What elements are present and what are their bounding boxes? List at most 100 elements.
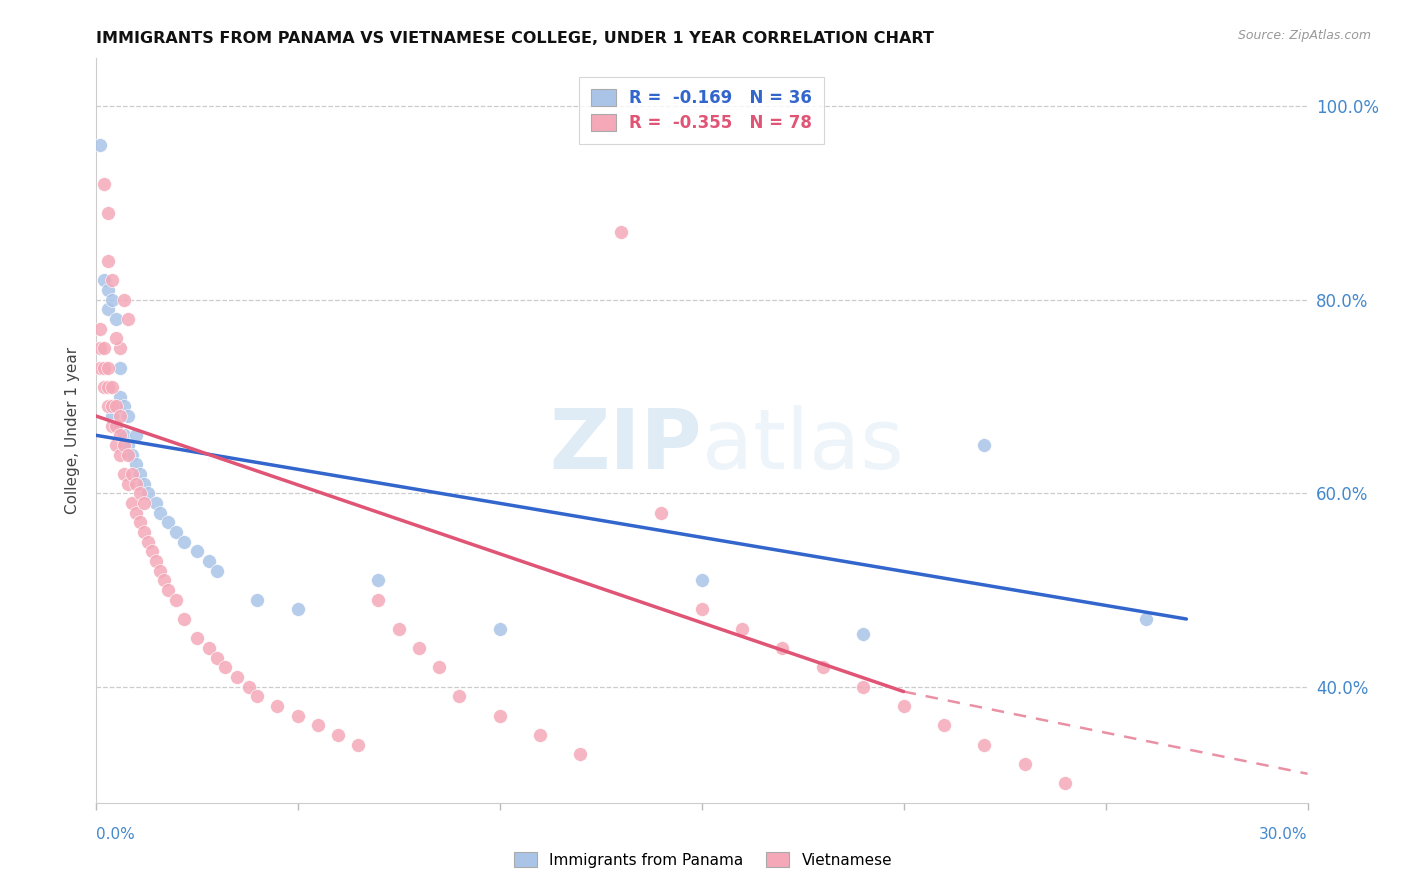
Point xyxy=(569,747,592,762)
Point xyxy=(165,592,187,607)
Point xyxy=(852,680,875,694)
Point xyxy=(132,476,155,491)
Point xyxy=(214,660,236,674)
Point xyxy=(893,699,915,714)
Point xyxy=(108,360,131,375)
Point xyxy=(117,476,139,491)
Point xyxy=(129,516,152,530)
Point xyxy=(367,574,389,588)
Point xyxy=(125,457,148,471)
Point xyxy=(145,554,167,568)
Point xyxy=(117,409,139,423)
Point xyxy=(186,632,208,646)
Point xyxy=(104,331,127,345)
Point xyxy=(129,486,152,500)
Point xyxy=(197,554,219,568)
Text: IMMIGRANTS FROM PANAMA VS VIETNAMESE COLLEGE, UNDER 1 YEAR CORRELATION CHART: IMMIGRANTS FROM PANAMA VS VIETNAMESE COL… xyxy=(96,31,934,46)
Point xyxy=(117,312,139,326)
Point xyxy=(347,738,370,752)
Point xyxy=(238,680,260,694)
Point xyxy=(690,602,713,616)
Point xyxy=(770,640,793,655)
Point xyxy=(141,544,163,558)
Point xyxy=(132,496,155,510)
Point xyxy=(129,467,152,481)
Legend: R =  -0.169   N = 36, R =  -0.355   N = 78: R = -0.169 N = 36, R = -0.355 N = 78 xyxy=(579,78,824,144)
Point xyxy=(117,448,139,462)
Point xyxy=(157,516,180,530)
Point xyxy=(97,254,120,268)
Text: Source: ZipAtlas.com: Source: ZipAtlas.com xyxy=(1237,29,1371,43)
Point xyxy=(205,564,228,578)
Point xyxy=(388,622,411,636)
Point xyxy=(89,322,111,336)
Point xyxy=(93,360,115,375)
Point xyxy=(973,738,995,752)
Point xyxy=(932,718,955,732)
Point xyxy=(408,640,430,655)
Legend: Immigrants from Panama, Vietnamese: Immigrants from Panama, Vietnamese xyxy=(508,846,898,873)
Point xyxy=(488,708,510,723)
Point xyxy=(100,399,122,413)
Point xyxy=(97,206,120,220)
Text: 30.0%: 30.0% xyxy=(1260,827,1308,841)
Point xyxy=(1014,757,1036,772)
Point xyxy=(1135,612,1157,626)
Point xyxy=(246,690,269,704)
Point xyxy=(104,312,127,326)
Point xyxy=(97,283,120,297)
Point xyxy=(100,380,122,394)
Point xyxy=(97,302,120,317)
Point xyxy=(89,341,111,355)
Point xyxy=(186,544,208,558)
Point xyxy=(93,380,115,394)
Point xyxy=(226,670,249,684)
Point xyxy=(145,496,167,510)
Point xyxy=(97,360,120,375)
Text: atlas: atlas xyxy=(702,405,903,486)
Point xyxy=(104,418,127,433)
Point xyxy=(149,506,172,520)
Point xyxy=(326,728,349,742)
Point xyxy=(100,409,122,423)
Point xyxy=(125,506,148,520)
Point xyxy=(108,341,131,355)
Point xyxy=(89,360,111,375)
Point xyxy=(112,438,135,452)
Point xyxy=(173,612,195,626)
Point xyxy=(108,428,131,442)
Point xyxy=(427,660,450,674)
Point xyxy=(93,341,115,355)
Point xyxy=(136,534,159,549)
Point xyxy=(125,428,148,442)
Point xyxy=(973,438,995,452)
Point xyxy=(153,574,176,588)
Point xyxy=(205,650,228,665)
Point xyxy=(610,225,633,239)
Point xyxy=(367,592,389,607)
Point xyxy=(125,476,148,491)
Point xyxy=(97,399,120,413)
Point xyxy=(165,524,187,539)
Y-axis label: College, Under 1 year: College, Under 1 year xyxy=(65,347,80,514)
Point xyxy=(121,448,143,462)
Point xyxy=(488,622,510,636)
Point xyxy=(307,718,329,732)
Point xyxy=(852,626,875,640)
Point xyxy=(100,273,122,287)
Point xyxy=(112,467,135,481)
Point xyxy=(89,138,111,153)
Point xyxy=(157,582,180,597)
Point xyxy=(731,622,754,636)
Point xyxy=(449,690,471,704)
Text: ZIP: ZIP xyxy=(550,405,702,486)
Point xyxy=(121,467,143,481)
Point xyxy=(108,390,131,404)
Point xyxy=(121,496,143,510)
Point xyxy=(197,640,219,655)
Point xyxy=(650,506,672,520)
Point xyxy=(117,438,139,452)
Point xyxy=(100,418,122,433)
Point xyxy=(104,418,127,433)
Point xyxy=(93,273,115,287)
